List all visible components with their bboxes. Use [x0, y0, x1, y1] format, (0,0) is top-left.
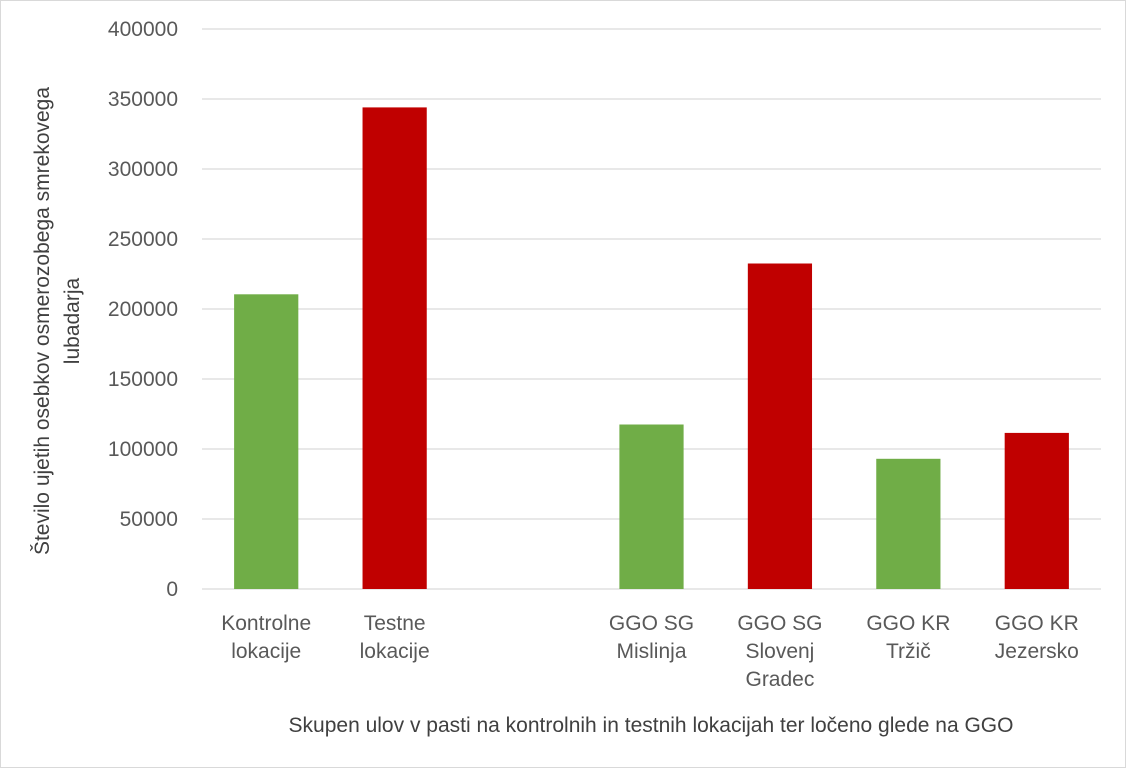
y-tick-label: 200000 [108, 298, 178, 321]
y-axis-title-line: lubadarja [61, 277, 84, 364]
y-tick-label: 300000 [108, 158, 178, 181]
y-tick-label: 0 [166, 578, 178, 601]
x-tick-label: GGO KR [866, 612, 950, 635]
bar-0 [234, 294, 299, 589]
bar-4 [747, 263, 813, 589]
x-tick-label: Testne [364, 612, 426, 635]
x-tick-label: lokacije [231, 640, 301, 663]
y-tick-label: 350000 [108, 88, 178, 111]
x-tick-label: Jezersko [995, 640, 1079, 663]
bar-1 [362, 107, 427, 590]
y-tick-label: 400000 [108, 18, 178, 41]
x-tick-label: GGO SG [737, 612, 822, 635]
x-tick-label: Mislinja [616, 640, 686, 663]
x-axis-title: Skupen ulov v pasti na kontrolnih in tes… [289, 714, 1014, 737]
y-axis-title-line: Število ujetih osebkov osmerozobega smre… [31, 87, 54, 555]
x-tick-label: Tržič [886, 640, 931, 663]
x-axis-ticks: Kontrolne lokacije Testne lokacije GGO SG Mis… [221, 612, 1079, 691]
x-tick-label: lokacije [360, 640, 430, 663]
bar-5 [876, 458, 941, 589]
y-tick-label: 50000 [120, 508, 178, 531]
bars [234, 107, 1069, 590]
gridlines [202, 28, 1101, 590]
x-tick-label: GGO SG [609, 612, 694, 635]
x-tick-label: Kontrolne [221, 612, 311, 635]
y-tick-label: 150000 [108, 368, 178, 391]
y-axis-title: Število ujetih osebkov osmerozobega smre… [31, 87, 84, 555]
y-axis-ticks: 0 50000 100000 150000 200000 250000 300000 3500… [108, 18, 178, 601]
bar-3 [619, 424, 684, 589]
x-tick-label: GGO KR [995, 612, 1079, 635]
x-tick-label: Slovenj [745, 640, 814, 663]
y-tick-label: 250000 [108, 228, 178, 251]
x-tick-label: Gradec [745, 668, 814, 691]
bar-6 [1004, 432, 1069, 589]
y-tick-label: 100000 [108, 438, 178, 461]
